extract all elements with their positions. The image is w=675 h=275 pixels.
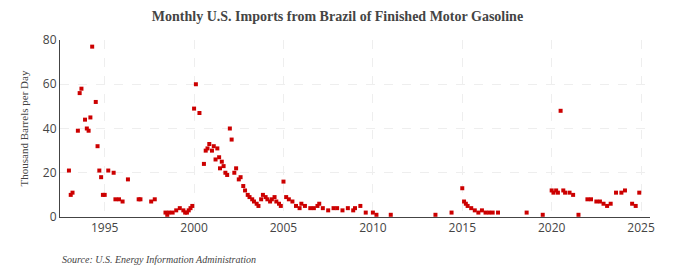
svg-text:2000: 2000 (180, 219, 208, 236)
svg-text:2025: 2025 (627, 219, 655, 236)
svg-text:2020: 2020 (538, 219, 566, 236)
svg-text:2010: 2010 (359, 219, 387, 236)
svg-text:1995: 1995 (91, 219, 119, 236)
svg-text:2005: 2005 (270, 219, 298, 236)
svg-text:20: 20 (43, 164, 57, 181)
svg-text:Thousand Barrels per Day: Thousand Barrels per Day (18, 70, 30, 186)
svg-text:80: 80 (43, 31, 57, 48)
svg-text:Source: U.S. Energy Informatio: Source: U.S. Energy Information Administ… (62, 254, 256, 265)
svg-text:40: 40 (43, 120, 57, 137)
svg-text:2015: 2015 (449, 219, 477, 236)
svg-text:60: 60 (43, 75, 57, 92)
svg-text:0: 0 (50, 208, 57, 225)
svg-text:Monthly U.S. Imports from Braz: Monthly U.S. Imports from Brazil of Fini… (152, 9, 523, 24)
